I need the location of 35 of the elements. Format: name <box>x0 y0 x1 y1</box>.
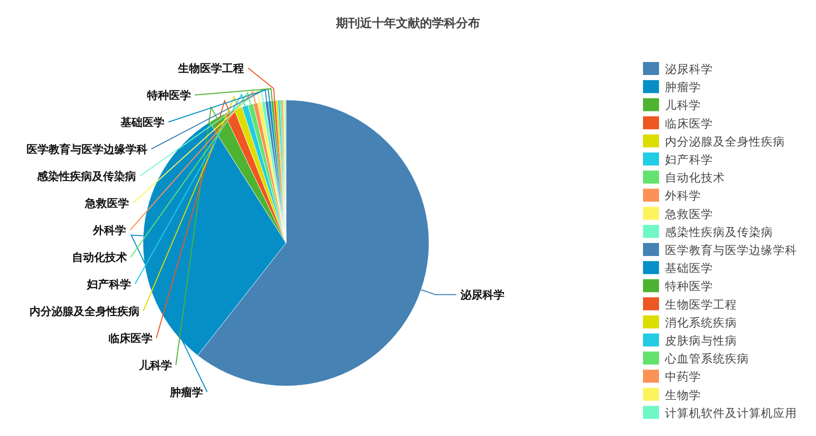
slice-label: 外科学 <box>92 224 126 237</box>
legend-label: 基础医学 <box>665 261 713 276</box>
slice-label: 感染性疾病及传染病 <box>36 170 136 183</box>
slice-label: 儿科学 <box>138 359 172 372</box>
slice-label: 临床医学 <box>108 332 152 345</box>
legend-label: 生物医学工程 <box>665 297 737 312</box>
legend-label: 临床医学 <box>665 116 713 130</box>
slice-label: 自动化技术 <box>72 251 127 264</box>
slice-label: 肿瘤学 <box>169 386 204 399</box>
slice-label: 妇产科学 <box>86 278 132 291</box>
legend-label: 中药学 <box>665 370 701 384</box>
legend-label: 泌尿科学 <box>665 62 713 76</box>
slice-label: 医学教育与医学边缘学科 <box>26 143 148 156</box>
legend-label: 心血管系统疾病 <box>664 352 749 366</box>
legend-label: 医学教育与医学边缘学科 <box>665 243 797 257</box>
legend-label: 肿瘤学 <box>665 80 701 94</box>
chart-title: 期刊近十年文献的学科分布 <box>335 16 480 30</box>
legend-label: 计算机软件及计算机应用 <box>665 406 797 420</box>
slice-label: 特种医学 <box>146 89 191 102</box>
legend-label: 儿科学 <box>665 98 701 112</box>
slice-label: 生物医学工程 <box>177 62 244 75</box>
legend-label: 生物学 <box>665 388 701 402</box>
slice-label: 基础医学 <box>119 116 164 129</box>
legend-label: 急救医学 <box>664 206 713 221</box>
slice-label: 泌尿科学 <box>459 288 504 302</box>
slice-label: 内分泌腺及全身性疾病 <box>29 305 140 318</box>
slice-label: 急救医学 <box>84 197 130 210</box>
legend-label: 消化系统疾病 <box>665 315 737 330</box>
legend-label: 感染性疾病及传染病 <box>665 224 773 239</box>
legend-label: 皮肤病与性病 <box>665 334 737 348</box>
legend-label: 自动化技术 <box>665 170 725 185</box>
legend-label: 特种医学 <box>665 279 713 294</box>
legend-label: 内分泌腺及全身性疾病 <box>665 134 785 148</box>
legend-label: 妇产科学 <box>665 152 713 166</box>
legend-label: 外科学 <box>665 188 701 203</box>
